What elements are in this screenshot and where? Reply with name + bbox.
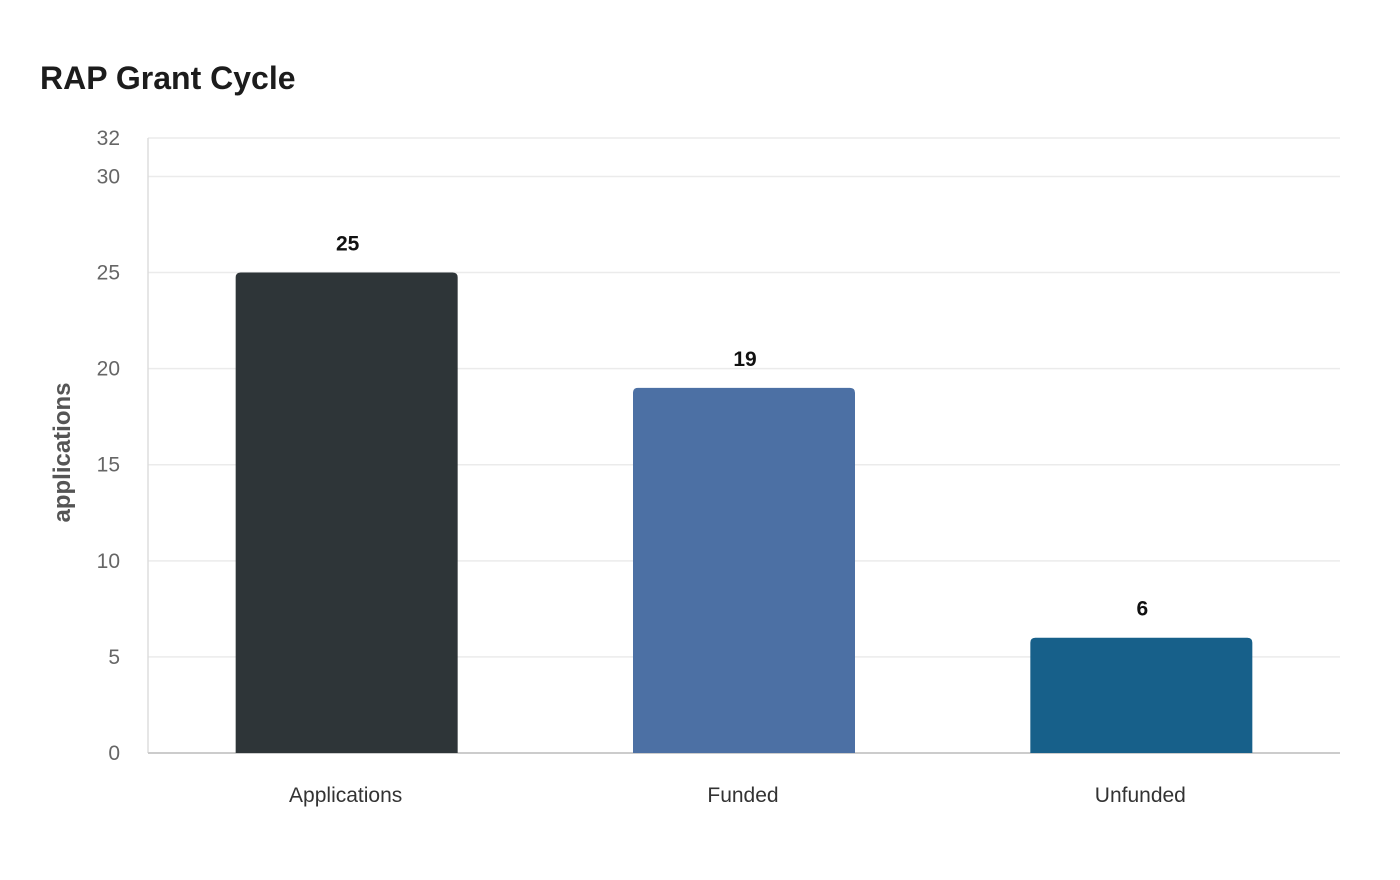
bar-unfunded bbox=[1030, 637, 1253, 753]
value-label-applications: 25 bbox=[336, 233, 360, 256]
y-tick-label: 25 bbox=[97, 262, 120, 285]
bar-funded bbox=[633, 387, 855, 753]
value-label-unfunded: 6 bbox=[1136, 598, 1148, 621]
y-axis-title: applications bbox=[49, 382, 76, 522]
y-tick-label: 10 bbox=[97, 550, 120, 573]
category-label-applications: Applications bbox=[289, 784, 402, 807]
y-tick-label: 32 bbox=[97, 127, 120, 150]
category-labels: Applications Funded Unfunded bbox=[289, 784, 1186, 807]
value-label-funded: 19 bbox=[733, 348, 756, 371]
category-label-unfunded: Unfunded bbox=[1095, 784, 1186, 807]
y-tick-labels: 0 5 10 15 20 25 30 32 bbox=[97, 127, 120, 765]
y-tick-label: 5 bbox=[108, 646, 120, 669]
value-labels: 25 19 6 bbox=[336, 233, 1148, 621]
y-tick-label: 15 bbox=[97, 454, 120, 477]
bar-applications bbox=[235, 272, 458, 753]
bars bbox=[235, 272, 1253, 753]
chart-title: RAP Grant Cycle bbox=[40, 60, 296, 96]
category-label-funded: Funded bbox=[707, 784, 778, 807]
y-tick-label: 0 bbox=[108, 742, 120, 765]
y-tick-label: 30 bbox=[97, 165, 120, 188]
y-tick-label: 20 bbox=[97, 358, 120, 381]
